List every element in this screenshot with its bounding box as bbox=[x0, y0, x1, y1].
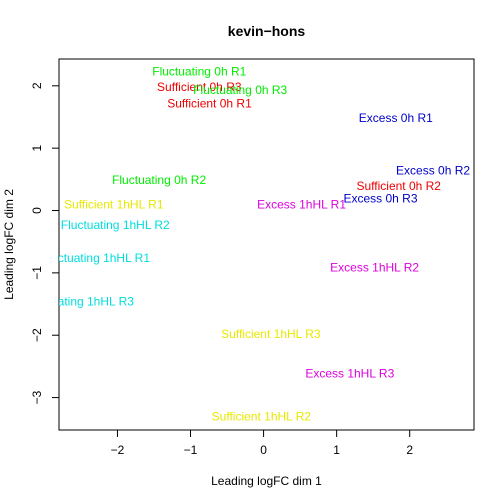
x-tick-label: 2 bbox=[406, 443, 413, 457]
point-label: Excess 0h R2 bbox=[396, 164, 470, 178]
y-tick-label: 2 bbox=[30, 82, 44, 89]
point-label: Excess 0h R3 bbox=[343, 192, 417, 206]
x-axis-label: Leading logFC dim 1 bbox=[211, 474, 322, 488]
y-tick-label: −3 bbox=[30, 390, 44, 404]
y-tick-label: 0 bbox=[30, 207, 44, 214]
point-label: Fluctuating 0h R2 bbox=[112, 173, 206, 187]
x-tick-label: 0 bbox=[260, 443, 267, 457]
point-label: Sufficient 0h R2 bbox=[356, 179, 441, 193]
point-label: Fluctuating 0h R3 bbox=[193, 83, 287, 97]
y-axis-label: Leading logFC dim 2 bbox=[2, 189, 16, 300]
point-label: Fluctuating 1hHL R1 bbox=[41, 251, 150, 265]
x-tick-label: 1 bbox=[333, 443, 340, 457]
point-label: Fluctuating 1hHL R2 bbox=[61, 218, 170, 232]
point-label: Sufficient 1hHL R1 bbox=[64, 197, 164, 211]
point-label: Fluctuating 0h R1 bbox=[152, 64, 246, 78]
x-tick-label: −2 bbox=[111, 443, 125, 457]
point-label: Fluctuating 1hHL R3 bbox=[25, 295, 134, 309]
point-label: Excess 1hHL R1 bbox=[257, 197, 346, 211]
point-label: Excess 0h R1 bbox=[359, 111, 433, 125]
y-tick-label: −1 bbox=[30, 266, 44, 280]
x-axis: −2 −1 0 1 2 bbox=[111, 429, 413, 457]
chart-title: kevin−hons bbox=[228, 23, 306, 39]
x-tick-label: −1 bbox=[184, 443, 198, 457]
point-label: Excess 1hHL R3 bbox=[305, 366, 394, 380]
y-tick-label: −2 bbox=[30, 328, 44, 342]
y-axis: −3 −2 −1 0 1 2 bbox=[30, 82, 60, 404]
point-label: Sufficient 1hHL R2 bbox=[212, 409, 312, 423]
point-label: Excess 1hHL R2 bbox=[330, 260, 419, 274]
point-label: Sufficient 0h R3 bbox=[157, 80, 242, 94]
point-label: Sufficient 1hHL R3 bbox=[221, 327, 321, 341]
point-label: Sufficient 0h R1 bbox=[167, 96, 252, 110]
y-tick-label: 1 bbox=[30, 145, 44, 152]
